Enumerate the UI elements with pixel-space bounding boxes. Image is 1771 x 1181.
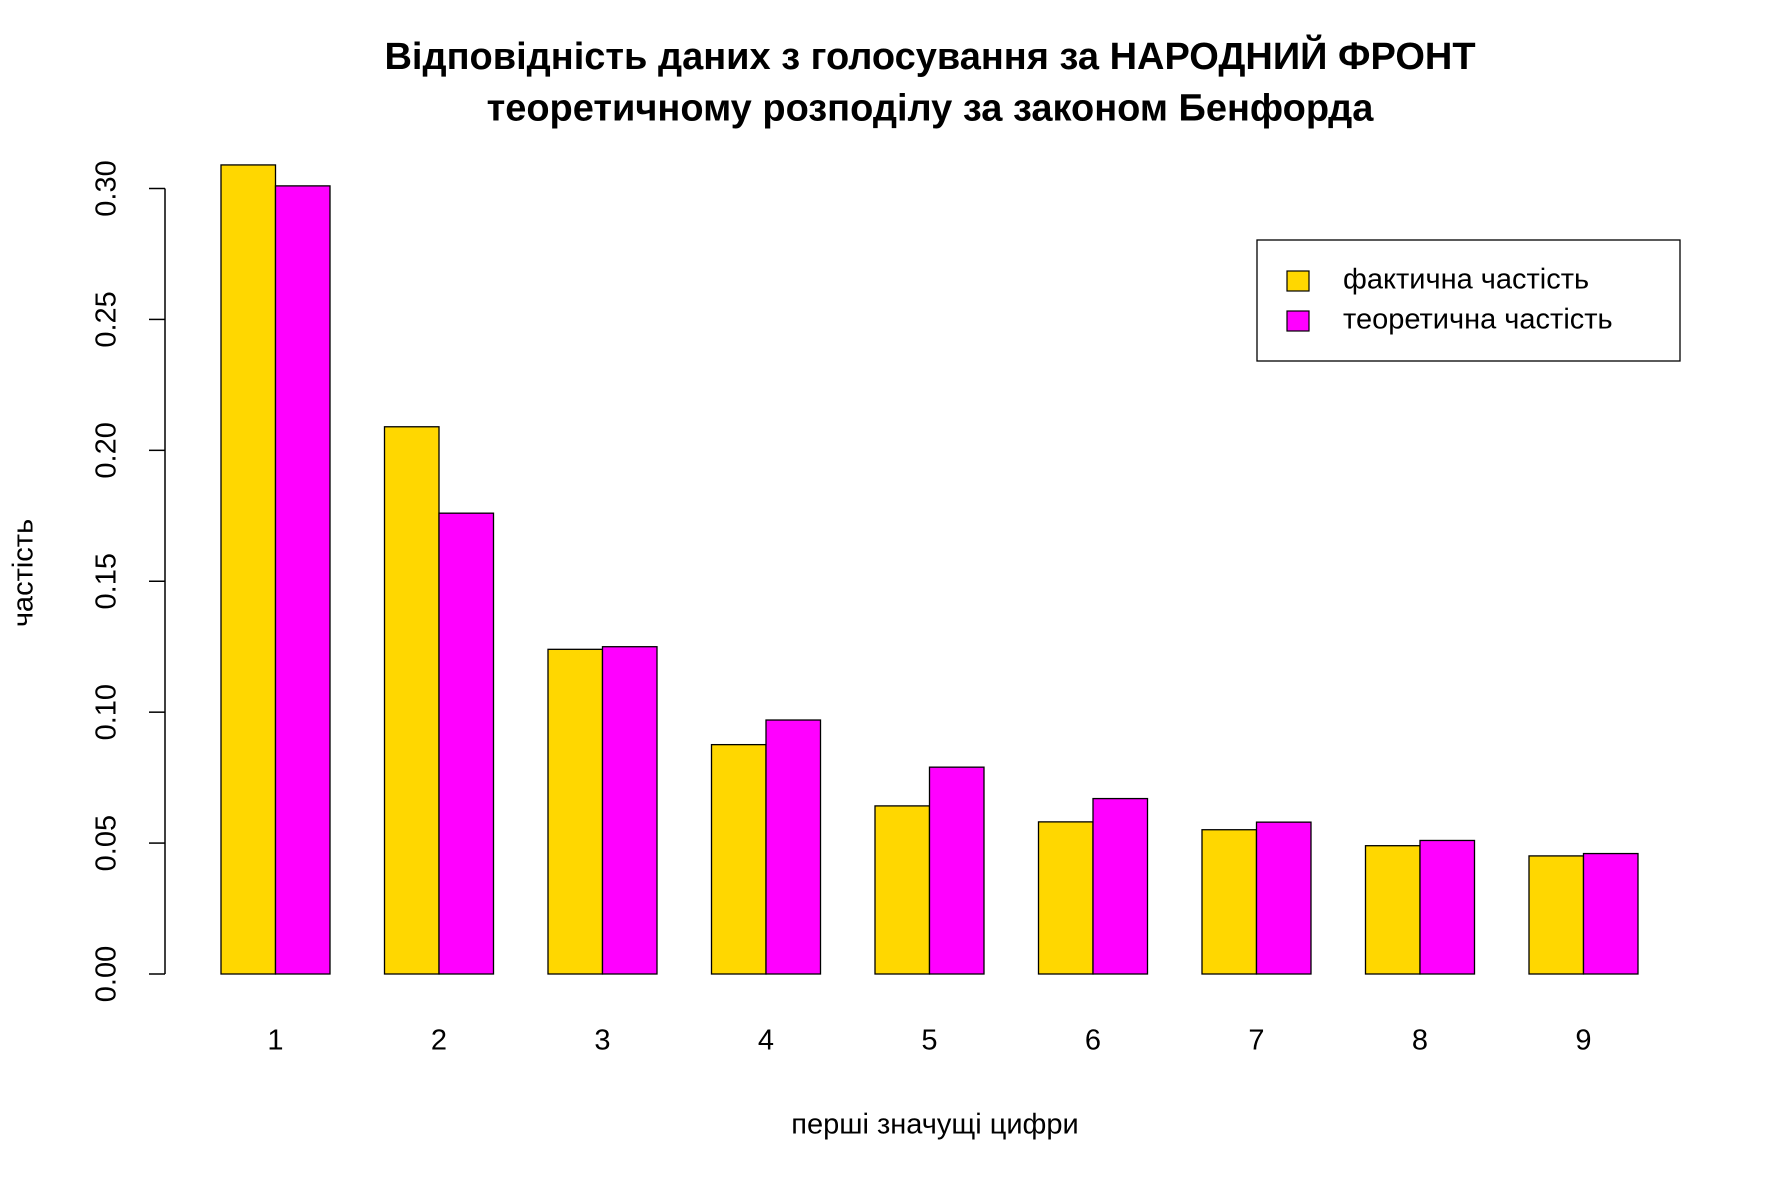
bar	[765, 719, 822, 975]
bar	[1201, 829, 1258, 975]
y-tick-label: 0.00	[91, 946, 123, 1002]
bar	[220, 164, 277, 975]
x-tick-label: 6	[1085, 1025, 1101, 1057]
bar	[1528, 855, 1585, 975]
legend-label: теоретична частість	[1343, 304, 1613, 336]
y-tick-label: 0.25	[91, 291, 123, 347]
bar	[1364, 845, 1421, 975]
x-axis-label: перші значущі цифри	[791, 1109, 1079, 1141]
bar	[601, 646, 658, 975]
bar	[710, 743, 767, 975]
legend-label: фактична частість	[1343, 264, 1589, 296]
bar	[274, 185, 331, 975]
bar	[1092, 797, 1149, 975]
bar	[547, 648, 604, 975]
y-tick-label: 0.10	[91, 684, 123, 740]
x-tick-label: 8	[1412, 1025, 1428, 1057]
x-tick-label: 4	[758, 1025, 774, 1057]
bar	[438, 512, 495, 975]
y-tick-label: 0.20	[91, 422, 123, 478]
bar	[1037, 821, 1094, 975]
x-tick-label: 5	[921, 1025, 937, 1057]
x-tick-label: 7	[1248, 1025, 1264, 1057]
legend-box	[1256, 239, 1681, 362]
bar	[928, 766, 985, 975]
y-tick-label: 0.30	[91, 160, 123, 216]
bar	[874, 805, 931, 975]
legend-swatch	[1286, 310, 1310, 332]
bar	[1255, 821, 1312, 975]
y-tick-label: 0.05	[91, 815, 123, 871]
bar	[383, 426, 440, 975]
x-tick-label: 3	[594, 1025, 610, 1057]
bar	[1582, 852, 1639, 975]
x-tick-label: 1	[267, 1025, 283, 1057]
legend-swatch	[1286, 270, 1310, 292]
x-tick-label: 9	[1575, 1025, 1591, 1057]
bar	[1419, 839, 1476, 975]
chart-title: Відповідність даних з голосування за НАР…	[384, 33, 1475, 129]
y-axis-label: частість	[8, 519, 40, 627]
y-tick-label: 0.15	[91, 553, 123, 609]
x-tick-label: 2	[431, 1025, 447, 1057]
